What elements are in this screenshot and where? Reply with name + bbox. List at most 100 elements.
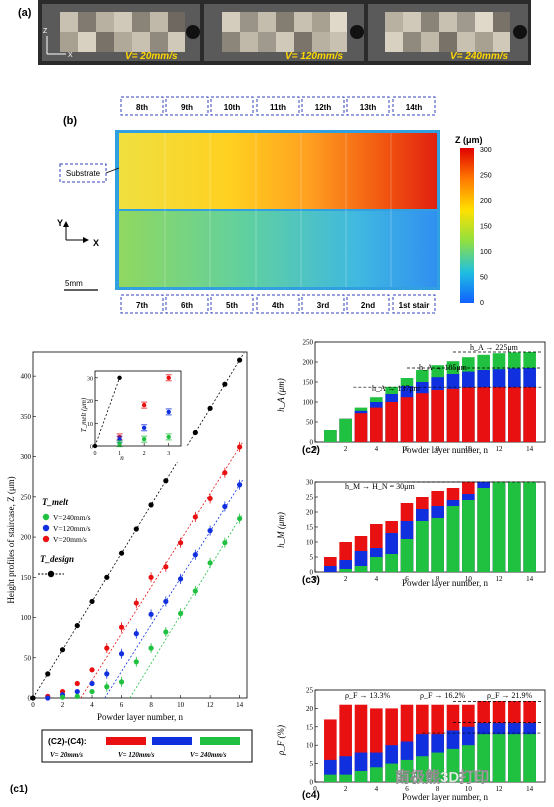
data-point	[133, 526, 139, 532]
x-tick-label: 12	[496, 785, 504, 793]
inset-data-point	[117, 436, 122, 442]
x-tick-label: 6	[405, 575, 409, 583]
stair-label: 1st stair	[399, 301, 430, 310]
chart-c4: 0 2 4 6 8 10 12 14 0 5 10 15 20 25	[306, 687, 546, 793]
stair-label: 2nd	[361, 301, 375, 310]
inset-data-point	[141, 402, 147, 408]
x-tick-label: 2	[344, 785, 348, 793]
x-tick-label: 2	[61, 701, 65, 709]
y-tick-label: 20	[87, 399, 93, 405]
inset-data-point	[117, 441, 122, 446]
x-tick-label: 6	[120, 701, 124, 709]
x-tick-label: 10	[465, 785, 473, 793]
data-point	[89, 688, 95, 695]
data-point	[118, 679, 125, 685]
svg-text:5mm: 5mm	[65, 279, 83, 288]
c4-ylabel: ρ_F (%)	[276, 725, 286, 756]
panel-c3-label: (c3)	[302, 575, 320, 586]
stair-label-box	[165, 96, 209, 116]
inset-data-point	[166, 375, 171, 381]
data-point	[89, 598, 95, 605]
bar	[477, 734, 490, 782]
speed-label-240: V= 240mm/s	[450, 51, 509, 62]
bar	[339, 569, 352, 572]
c3-annotation: h_M → H_N = 30μm	[345, 482, 415, 491]
c2-annotation-225: h_A → 225μm	[470, 343, 519, 352]
bar	[462, 500, 475, 572]
svg-text:Z: Z	[43, 28, 48, 35]
panel-c1-label: (c1)	[10, 784, 28, 795]
svg-text:X: X	[68, 52, 73, 59]
data-point	[30, 695, 36, 701]
svg-text:X: X	[93, 238, 99, 248]
x-tick-label: 4	[375, 445, 379, 453]
bar	[324, 566, 337, 572]
scale-bar: 5mm	[64, 279, 98, 291]
data-point	[45, 671, 51, 677]
y-tick-label: 30	[87, 376, 93, 382]
bar	[508, 734, 521, 782]
svg-text:V=20mm/s: V=20mm/s	[53, 535, 87, 544]
panel-b-label: (b)	[63, 115, 77, 127]
y-tick-label: 0	[90, 445, 93, 451]
data-point	[192, 552, 198, 558]
data-point	[118, 550, 125, 556]
height-map-lower-row	[119, 211, 437, 287]
stair-label: 12th	[315, 103, 332, 112]
x-tick-label: 2	[344, 575, 348, 583]
x-tick-label: 14	[526, 575, 534, 583]
data-point	[133, 659, 139, 665]
height-map-upper-row	[119, 133, 437, 209]
data-point	[163, 564, 169, 570]
photo-240mm	[368, 4, 528, 61]
bar	[446, 506, 460, 572]
bottom-legend-prefix: (C2)-(C4):	[48, 736, 87, 746]
panel-a-label: (a)	[18, 7, 32, 19]
colorbar-tick-label: 250	[480, 173, 492, 180]
speed-label-120: V= 120mm/s	[285, 51, 344, 62]
x-tick-label: 8	[436, 575, 440, 583]
data-point	[222, 381, 228, 387]
stair-label-box	[256, 294, 300, 314]
colorbar-tick-label: 100	[480, 249, 492, 256]
data-point	[104, 684, 110, 690]
c2-annotation-137: h_A → 137μm	[372, 384, 421, 393]
data-point	[163, 478, 169, 484]
colorbar-tick-label: 300	[480, 147, 492, 154]
trend-line	[104, 479, 243, 699]
y-tick-label: 5	[310, 760, 314, 768]
c4-annotation-21: ρ_F → 21.9%	[487, 691, 532, 700]
svg-text:Y: Y	[57, 218, 63, 228]
x-tick-label: 4	[375, 785, 379, 793]
bar	[446, 748, 460, 782]
stair-label-box	[392, 294, 436, 314]
bar	[370, 407, 383, 442]
bar	[431, 390, 444, 442]
x-tick-label: 4	[90, 701, 94, 709]
bar	[416, 393, 429, 442]
data-point	[192, 588, 198, 594]
bar	[523, 734, 536, 782]
x-tick-label: 8	[436, 785, 440, 793]
data-point	[104, 671, 110, 677]
bar	[523, 482, 536, 572]
c2-annotation-185: h_A → 185μm	[419, 363, 468, 372]
data-point	[222, 540, 228, 546]
bar	[339, 774, 352, 782]
data-point	[45, 695, 51, 701]
x-tick-label: 10	[465, 445, 473, 453]
inset-data-point	[117, 375, 122, 381]
data-point	[237, 444, 243, 450]
bar	[400, 539, 414, 572]
substrate-label-box: Substrate	[59, 163, 120, 183]
x-tick-label: 14	[526, 445, 534, 453]
x-tick-label: 10	[465, 575, 473, 583]
y-tick-label: 25	[306, 494, 314, 502]
data-point	[163, 598, 169, 605]
x-tick-label: 0	[94, 451, 97, 457]
y-tick-label: 150	[303, 379, 314, 387]
data-point	[163, 629, 169, 635]
stair-label: 10th	[224, 103, 241, 112]
